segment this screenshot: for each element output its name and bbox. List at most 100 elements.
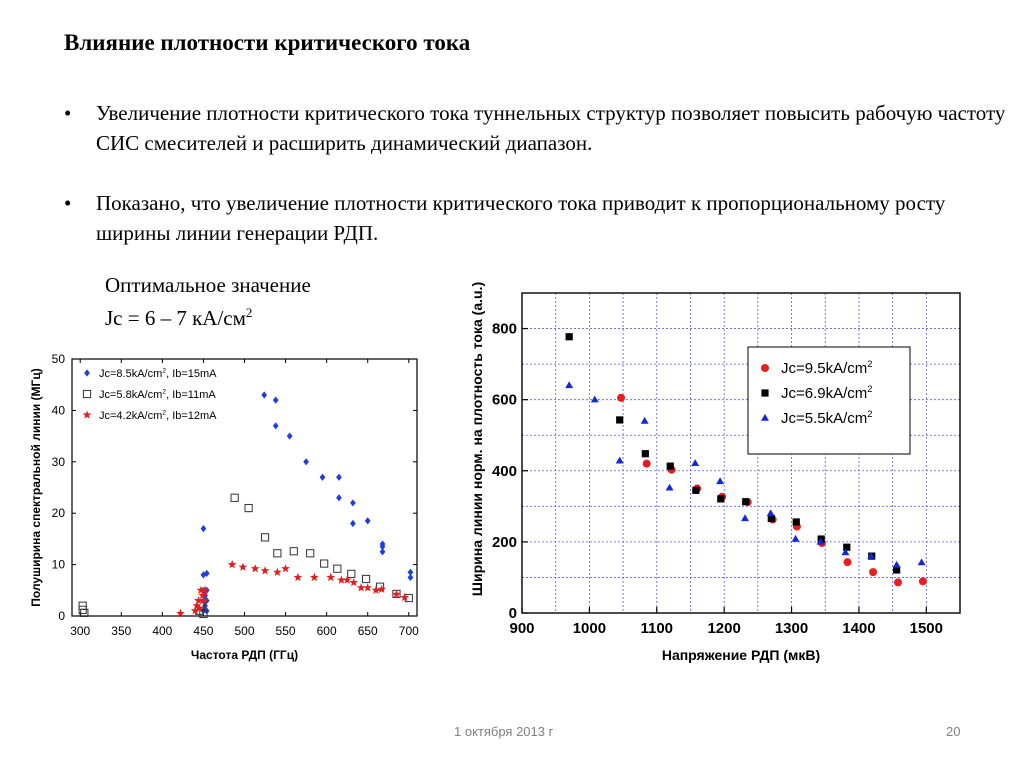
data-point <box>272 396 279 404</box>
data-point <box>565 333 573 341</box>
y-tick-label: 200 <box>492 534 517 551</box>
data-point <box>350 499 356 507</box>
data-point <box>894 578 903 587</box>
y-tick-label: 800 <box>492 321 517 338</box>
page-number: 20 <box>946 724 961 739</box>
data-point <box>190 606 200 615</box>
legend-label-sup: 2 <box>867 359 872 369</box>
data-point <box>717 495 725 503</box>
data-point <box>392 589 401 599</box>
data-point <box>80 608 89 618</box>
legend-marker <box>761 364 769 372</box>
data-point <box>640 416 649 424</box>
series-3 <box>565 381 926 568</box>
data-point <box>293 572 303 582</box>
data-point <box>892 560 901 568</box>
data-point <box>617 393 626 402</box>
data-point <box>306 549 315 558</box>
data-point <box>666 462 674 470</box>
data-point <box>260 566 270 575</box>
data-point <box>364 517 371 525</box>
data-point <box>347 569 356 578</box>
legend-label: Jc=5.5kA/cm2 <box>781 409 872 427</box>
x-tick-label: 1300 <box>775 620 808 637</box>
data-point <box>400 592 410 602</box>
legend-marker <box>82 410 92 419</box>
data-point <box>691 459 700 467</box>
bullet-glyph: • <box>64 101 72 125</box>
legend-label: Jc=5.8kA/cm2, Ib=11mA <box>99 389 216 401</box>
y-tick-label: 400 <box>492 463 517 480</box>
x-tick-label: 1200 <box>707 620 740 637</box>
legend-marker <box>761 413 769 421</box>
data-point <box>642 459 651 468</box>
legend-label: Jc=4.2kA/cm2, Ib=12mA <box>99 410 217 422</box>
data-point <box>203 569 210 577</box>
x-tick-label: 1000 <box>573 620 606 637</box>
legend-label-sup: 2 <box>162 410 166 417</box>
data-point <box>792 518 800 526</box>
optimal-value-sup: 2 <box>245 305 253 320</box>
data-point <box>349 578 359 587</box>
data-point <box>260 533 270 542</box>
data-point <box>407 573 414 582</box>
data-point <box>843 543 851 551</box>
data-point <box>361 574 371 584</box>
bullet-item-1: • Увеличение плотности критического тока… <box>64 98 1014 158</box>
legend-label-tail: , Ib=15mA <box>166 368 217 380</box>
y-tick-label: 50 <box>52 352 66 366</box>
data-point <box>194 596 203 605</box>
data-point <box>379 548 386 556</box>
data-point <box>244 503 253 513</box>
x-tick-label: 400 <box>152 624 172 638</box>
data-point <box>227 560 237 569</box>
legend-label-main: Jc=6.9kA/cm <box>781 385 867 402</box>
data-point <box>336 473 342 481</box>
data-point <box>333 564 342 573</box>
data-point <box>918 577 927 586</box>
legend-marker <box>84 369 90 377</box>
slide-title: Влияние плотности критического тока <box>64 30 471 55</box>
data-point <box>843 558 852 567</box>
x-axis-label: Частота РДП (ГГц) <box>191 648 298 662</box>
legend-label-sup: 2 <box>867 384 872 394</box>
bullet-item-2: • Показано, что увеличение плотности кри… <box>64 188 1014 248</box>
data-point <box>565 381 574 389</box>
data-point <box>350 519 356 528</box>
x-tick-label: 1400 <box>842 620 875 637</box>
data-point <box>363 583 373 592</box>
y-tick-label: 10 <box>52 558 66 572</box>
data-point <box>200 525 207 533</box>
legend-label-main: Jc=5.8kA/cm <box>99 389 162 401</box>
data-point <box>250 564 260 573</box>
series-1 <box>200 391 414 615</box>
data-point <box>616 416 624 424</box>
data-point <box>371 585 381 594</box>
legend-label-sup: 2 <box>162 368 166 375</box>
x-tick-label: 450 <box>193 624 213 638</box>
data-point <box>692 486 700 494</box>
data-point <box>867 551 876 559</box>
data-point <box>309 572 319 582</box>
optimal-value-text: Jc = 6 – 7 кА/см <box>105 306 246 330</box>
x-tick-label: 350 <box>111 624 131 638</box>
data-point <box>194 603 204 612</box>
data-point <box>198 590 207 600</box>
data-point <box>320 559 329 568</box>
legend-marker <box>761 389 769 397</box>
series-2 <box>78 493 413 619</box>
data-point <box>893 566 901 574</box>
linewidth-vs-frequency-chart: 300 350 400 450 500 550 600 650 700 0 10 20 30 40 50 Ча… <box>29 352 419 662</box>
y-tick-label: 600 <box>492 392 517 409</box>
x-tick-label: 1500 <box>910 620 943 637</box>
optimal-value-note: Оптимальное значение Jc = 6 – 7 кА/см2 <box>105 272 311 332</box>
bullet-text-2: Показано, что увеличение плотности крити… <box>96 191 946 245</box>
legend-label: Jc=8.5kA/cm2, Ib=15mA <box>99 368 217 380</box>
data-point <box>336 494 342 502</box>
legend-marker <box>82 389 92 399</box>
data-point <box>78 601 87 610</box>
data-point <box>791 534 800 542</box>
data-point <box>286 432 293 440</box>
data-point <box>816 537 825 545</box>
bullet-glyph: • <box>64 191 72 215</box>
